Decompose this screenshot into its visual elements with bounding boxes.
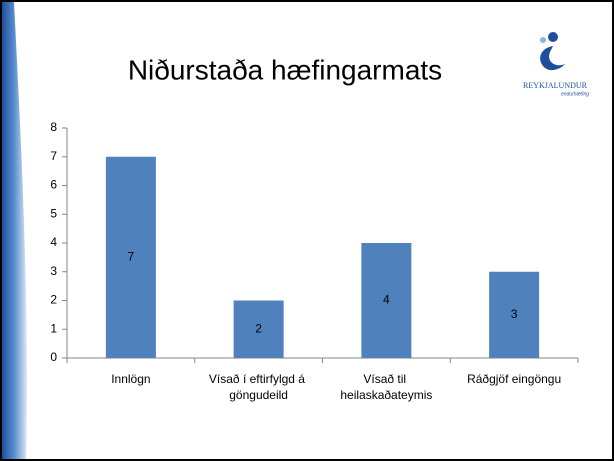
logo-swoosh bbox=[540, 46, 565, 71]
chart-title: Niðurstaða hæfingarmats bbox=[128, 54, 442, 85]
x-tick-label: Vísað í eftirfylgd á göngudeild bbox=[209, 372, 308, 402]
y-tick-label: 0 bbox=[50, 350, 57, 364]
bar bbox=[233, 300, 284, 358]
x-tick-label: Innlögn bbox=[111, 372, 150, 386]
y-tick-label: 3 bbox=[50, 264, 57, 278]
bar bbox=[105, 156, 156, 358]
data-label: 7 bbox=[128, 250, 135, 264]
logo-dot bbox=[548, 32, 558, 42]
y-tick-label: 1 bbox=[50, 321, 57, 335]
logo-dot bbox=[540, 37, 546, 43]
data-label: 2 bbox=[255, 321, 262, 335]
y-tick-label: 7 bbox=[50, 149, 57, 163]
y-tick-label: 2 bbox=[50, 293, 57, 307]
y-tick-label: 5 bbox=[50, 206, 57, 220]
x-tick-label: Vísað til heilaskaðateymis bbox=[340, 372, 432, 402]
y-tick-label: 8 bbox=[50, 120, 57, 134]
bar bbox=[489, 271, 540, 358]
chart: 0 1 2 3 4 5 6 7 8 Innlögn 7 Vísað í eftirfylgd á gö… bbox=[50, 120, 579, 402]
logo-name: REYKJALUNDUR bbox=[523, 81, 588, 90]
logo: REYKJALUNDUR endurhæfing bbox=[523, 32, 589, 97]
logo-tagline: endurhæfing bbox=[561, 91, 589, 97]
data-label: 4 bbox=[383, 293, 390, 307]
data-label: 3 bbox=[511, 307, 518, 321]
y-tick-label: 6 bbox=[50, 178, 57, 192]
y-tick-label: 4 bbox=[50, 235, 57, 249]
bar bbox=[361, 243, 412, 358]
side-strip bbox=[2, 2, 27, 459]
x-tick-label: Ráðgjöf eingöngu bbox=[467, 372, 561, 386]
